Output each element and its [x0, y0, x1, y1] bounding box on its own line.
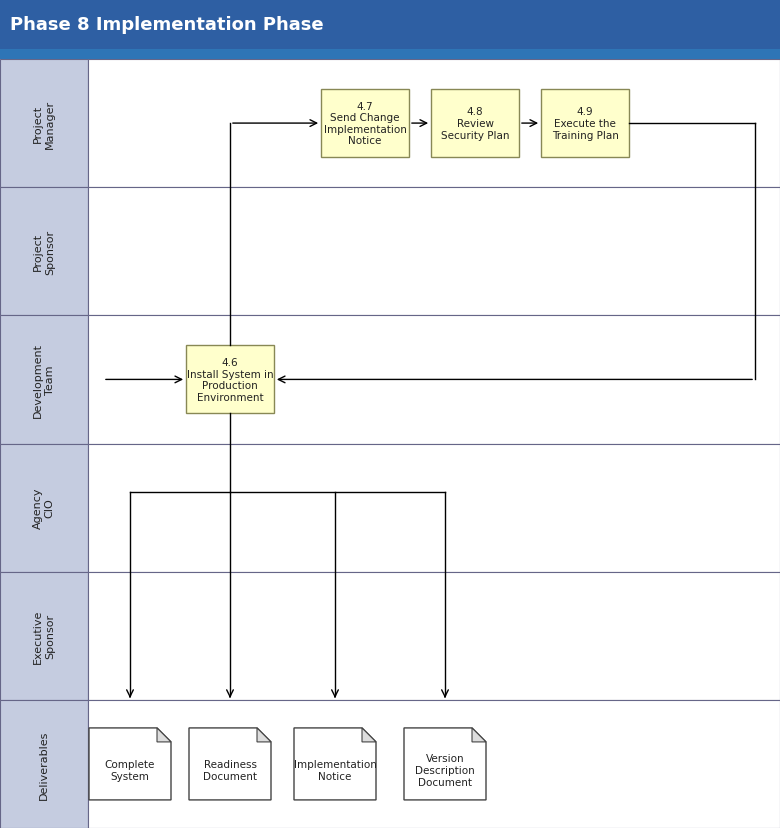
Polygon shape	[257, 728, 271, 742]
Text: Readiness
Document: Readiness Document	[203, 759, 257, 781]
Polygon shape	[472, 728, 486, 742]
Polygon shape	[189, 728, 271, 800]
Bar	[0, 0, 780, 50]
Bar	[88, 60, 780, 188]
Text: Project
Manager: Project Manager	[34, 99, 55, 148]
Polygon shape	[362, 728, 376, 742]
Text: Complete
System: Complete System	[105, 759, 155, 781]
Polygon shape	[157, 728, 171, 742]
Text: Development
Team: Development Team	[34, 343, 55, 417]
Bar	[88, 700, 780, 828]
FancyBboxPatch shape	[321, 90, 409, 158]
Text: Version
Description
Document: Version Description Document	[415, 753, 475, 787]
Text: Executive
Sponsor: Executive Sponsor	[34, 609, 55, 663]
Bar	[0, 572, 88, 700]
Bar	[88, 572, 780, 700]
Text: Project
Sponsor: Project Sponsor	[34, 229, 55, 274]
Bar	[0, 444, 88, 572]
Text: 4.9
Execute the
Training Plan: 4.9 Execute the Training Plan	[551, 108, 619, 141]
Polygon shape	[404, 728, 486, 800]
Text: 4.6
Install System in
Production
Environment: 4.6 Install System in Production Environ…	[186, 358, 273, 402]
Text: Deliverables: Deliverables	[39, 729, 49, 799]
Text: Agency
CIO: Agency CIO	[34, 487, 55, 529]
Bar	[0, 188, 88, 316]
Text: Implementation
Notice: Implementation Notice	[293, 759, 377, 781]
Polygon shape	[89, 728, 171, 800]
Bar	[0, 50, 780, 60]
Text: 4.7
Send Change
Implementation
Notice: 4.7 Send Change Implementation Notice	[324, 102, 406, 147]
Bar	[88, 188, 780, 316]
FancyBboxPatch shape	[431, 90, 519, 158]
FancyBboxPatch shape	[186, 346, 274, 414]
FancyBboxPatch shape	[541, 90, 629, 158]
Bar	[88, 444, 780, 572]
Text: 4.8
Review
Security Plan: 4.8 Review Security Plan	[441, 108, 509, 141]
Bar	[88, 316, 780, 444]
Bar	[0, 316, 88, 444]
Bar	[0, 700, 88, 828]
Polygon shape	[294, 728, 376, 800]
Bar	[0, 60, 88, 188]
Text: Phase 8 Implementation Phase: Phase 8 Implementation Phase	[10, 16, 324, 34]
